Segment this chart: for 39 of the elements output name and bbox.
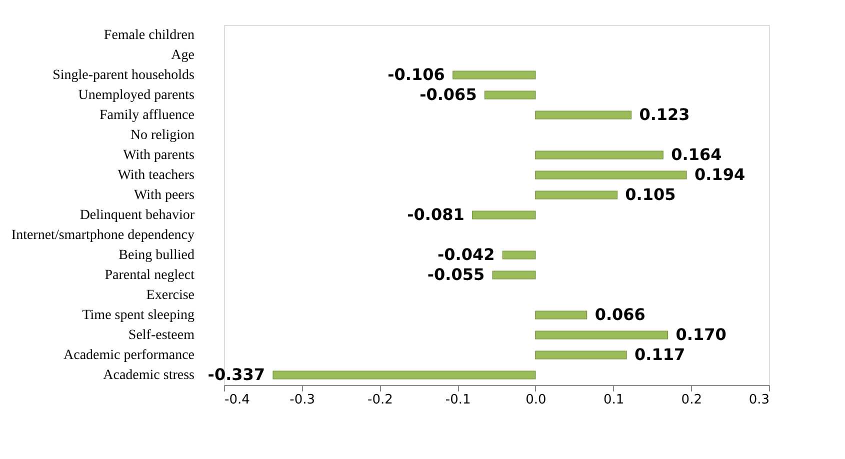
y-tick-label: With peers [134, 188, 194, 203]
data-label: -0.065 [420, 85, 477, 104]
y-tick-label: With parents [123, 148, 194, 163]
y-tick-label: Single-parent households [52, 68, 194, 83]
x-tick-label: -0.3 [290, 392, 316, 408]
y-tick-label: Academic stress [103, 368, 194, 383]
x-tick-label: 0.0 [526, 392, 546, 408]
x-tick-label: -0.1 [445, 392, 471, 408]
data-label: 0.123 [639, 105, 690, 124]
x-tick-label: 0.3 [748, 392, 770, 408]
x-tick-label: 0.2 [681, 392, 702, 408]
data-label: -0.042 [437, 245, 495, 264]
data-label: -0.055 [427, 265, 485, 284]
data-label: 0.164 [671, 145, 722, 164]
data-label: -0.106 [388, 65, 445, 84]
y-tick-label: Being bullied [118, 248, 194, 263]
data-label: -0.337 [208, 365, 266, 384]
y-tick-label: With teachers [118, 168, 194, 183]
x-tick-label: -0.4 [224, 392, 250, 408]
y-tick-label: Time spent sleeping [82, 308, 194, 323]
y-tick-label: Family affluence [100, 108, 194, 123]
y-tick-label: Delinquent behavior [80, 208, 195, 223]
data-label: 0.117 [634, 345, 686, 364]
y-tick-label: Parental neglect [104, 268, 195, 283]
data-label: -0.081 [407, 205, 464, 224]
data-label: 0.105 [625, 185, 676, 204]
y-tick-label: Self-esteem [128, 328, 195, 343]
x-tick-label: 0.1 [603, 392, 624, 408]
data-label: 0.194 [694, 165, 746, 184]
y-tick-label: Female children [104, 28, 194, 43]
y-tick-label: Academic performance [64, 348, 194, 363]
x-tick-label: -0.2 [368, 392, 393, 408]
y-tick-label: No religion [130, 128, 194, 143]
y-tick-label: Internet/smartphone dependency [11, 228, 194, 243]
y-tick-label: Unemployed parents [78, 88, 194, 103]
y-tick-label: Age [171, 48, 194, 63]
data-label: 0.170 [676, 325, 726, 344]
y-tick-label: Exercise [146, 288, 194, 303]
data-label: 0.066 [594, 305, 646, 324]
